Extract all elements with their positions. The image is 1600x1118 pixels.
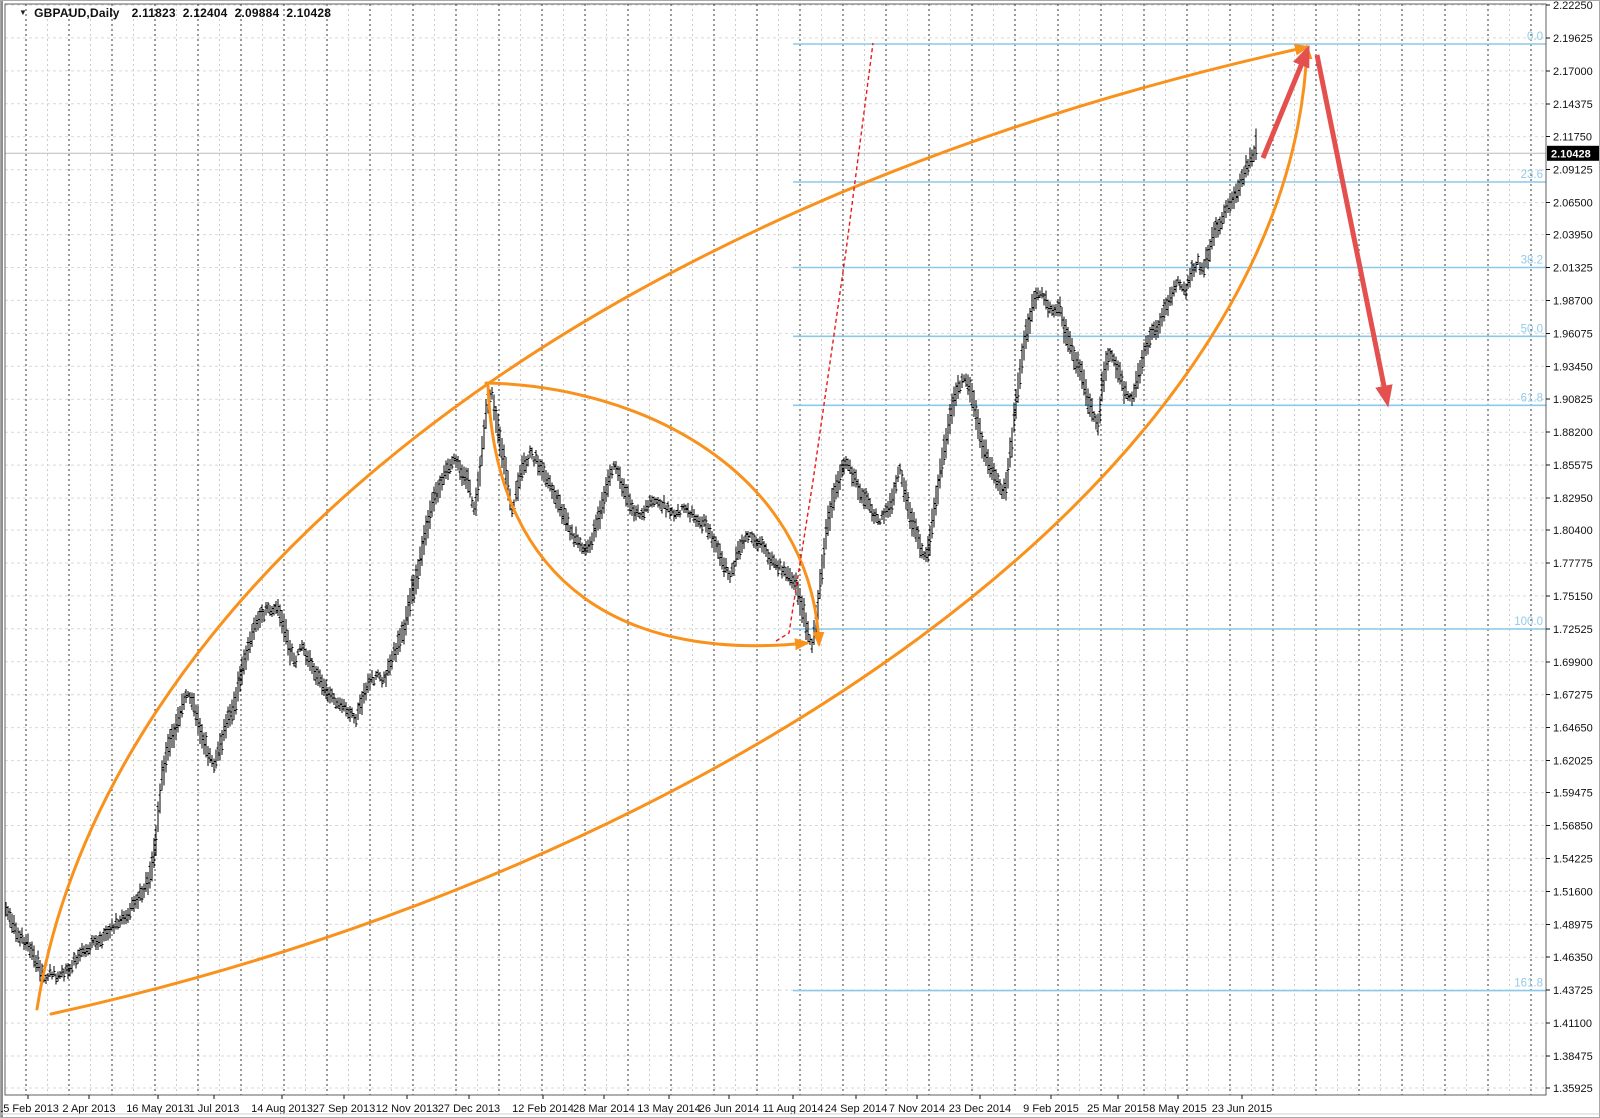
date-axis-label: 13 May 2014 xyxy=(637,1103,701,1115)
quote-low: 2.09884 xyxy=(234,6,280,20)
quote-open: 2.11823 xyxy=(131,6,176,20)
price-axis-label: 2.22250 xyxy=(1553,1,1593,12)
date-axis-label: 26 Jun 2014 xyxy=(699,1103,760,1115)
date-axis-label: 12 Nov 2013 xyxy=(376,1103,438,1115)
forecast-arrows[interactable] xyxy=(1260,44,1393,408)
fib-level-label-0.0: 0.0 xyxy=(1527,31,1543,43)
price-axis-label: 1.43725 xyxy=(1553,985,1593,997)
gridlines-horizontal xyxy=(5,4,1546,1089)
price-axis-label: 1.54225 xyxy=(1553,853,1593,865)
price-axis-label: 1.62025 xyxy=(1553,756,1593,768)
fib-level-label-100.0: 100.0 xyxy=(1514,616,1543,628)
fib-level-label-38.2: 38.2 xyxy=(1521,255,1543,267)
red-arrow-down[interactable] xyxy=(1314,54,1393,408)
small-lens-upper-curve[interactable] xyxy=(484,381,825,647)
price-axis-label: 2.01325 xyxy=(1553,263,1593,275)
large-lens-upper-curve[interactable] xyxy=(35,43,1310,1011)
price-axis-label: 2.17000 xyxy=(1553,66,1593,78)
gridlines-vertical-minor xyxy=(47,4,1510,1095)
price-axis-label: 1.72525 xyxy=(1553,624,1593,636)
price-axis-label: 1.56850 xyxy=(1553,821,1593,833)
quote-high: 2.12404 xyxy=(182,6,228,20)
price-axis-ticks xyxy=(1546,4,1550,1089)
price-axis-label: 1.59475 xyxy=(1553,788,1593,800)
symbol-timeframe-label: GBPAUD,Daily xyxy=(34,6,120,20)
price-axis-label: 1.75150 xyxy=(1553,591,1593,603)
price-axis-label: 1.80400 xyxy=(1553,525,1593,537)
quote-close: 2.10428 xyxy=(286,6,332,20)
plot-border xyxy=(4,3,1547,1096)
price-axis-label: 1.93450 xyxy=(1553,361,1593,373)
fib-level-label-23.6: 23.6 xyxy=(1521,169,1543,181)
date-axis-label: 9 Feb 2015 xyxy=(1023,1103,1079,1115)
grid xyxy=(5,4,1546,1095)
red-arrow-up[interactable] xyxy=(1260,44,1310,159)
price-axis-label: 1.96075 xyxy=(1553,328,1593,340)
date-axis-label: 1 Jul 2013 xyxy=(189,1103,240,1115)
price-axis-label: 1.77775 xyxy=(1553,558,1593,570)
date-axis-label: 23 Jun 2015 xyxy=(1212,1103,1273,1115)
price-axis-label: 1.46350 xyxy=(1553,952,1593,964)
price-axis-label: 1.67275 xyxy=(1553,690,1593,702)
last-price-value: 2.10428 xyxy=(1551,148,1591,160)
price-axis-label: 1.48975 xyxy=(1553,919,1593,931)
date-axis-label: 14 Aug 2013 xyxy=(251,1103,313,1115)
fib-level-label-50.0: 50.0 xyxy=(1521,323,1543,335)
price-axis-label: 1.38475 xyxy=(1553,1051,1593,1063)
fibonacci-retracement[interactable]: 0.0 23.6 38.2 50.0 61.8 100.0 161.8 xyxy=(793,31,1546,992)
last-price-box xyxy=(1547,145,1599,161)
date-axis-label: 24 Sep 2014 xyxy=(825,1103,887,1115)
date-axis-label: 25 Mar 2015 xyxy=(1087,1103,1149,1115)
price-axis-label: 1.82950 xyxy=(1553,493,1593,505)
price-axis[interactable]: 2.22250 2.19625 2.17000 2.14375 2.11750 2.091… xyxy=(1546,1,1600,1095)
red-dashed-trendline[interactable] xyxy=(775,42,874,642)
date-axis-label: 23 Dec 2014 xyxy=(949,1103,1011,1115)
price-axis-label: 2.03950 xyxy=(1553,230,1593,242)
price-axis-label: 1.90825 xyxy=(1553,394,1593,406)
price-axis-label: 1.41100 xyxy=(1553,1018,1592,1030)
price-axis-label: 1.88200 xyxy=(1553,427,1593,439)
date-axis-label: 15 Feb 2013 xyxy=(1,1103,59,1115)
price-axis-label: 2.06500 xyxy=(1553,198,1593,210)
date-axis-label: 16 May 2013 xyxy=(126,1103,190,1115)
chart-header: ▼ GBPAUD,Daily 2.11823 2.12404 2.09884 2… xyxy=(19,6,338,20)
fib-level-label-161.8: 161.8 xyxy=(1514,978,1543,990)
ohlc-price-bars xyxy=(4,128,1258,985)
date-axis-label: 11 Aug 2014 xyxy=(763,1103,824,1115)
date-axis-label: 8 May 2015 xyxy=(1149,1103,1206,1115)
date-axis-label: 2 Apr 2013 xyxy=(62,1103,115,1115)
date-axis-label: 27 Dec 2013 xyxy=(438,1103,500,1115)
fib-level-label-61.8: 61.8 xyxy=(1521,392,1543,404)
date-axis-label: 12 Feb 2014 xyxy=(512,1103,574,1115)
date-axis-label: 27 Sep 2013 xyxy=(313,1103,375,1115)
date-axis-label: 28 Mar 2014 xyxy=(573,1103,635,1115)
price-axis-label: 1.35925 xyxy=(1553,1083,1593,1095)
price-axis-label: 1.51600 xyxy=(1553,886,1593,898)
price-axis-label: 2.11750 xyxy=(1553,132,1592,144)
small-lens-lower-curve[interactable] xyxy=(486,384,810,651)
price-axis-label: 2.19625 xyxy=(1553,33,1593,45)
price-axis-label: 1.64650 xyxy=(1553,723,1593,735)
trend-lens-curves[interactable] xyxy=(35,43,1313,1016)
price-axis-label: 1.98700 xyxy=(1553,295,1593,307)
price-axis-label: 1.85575 xyxy=(1553,460,1593,472)
price-axis-label: 2.14375 xyxy=(1553,99,1593,111)
price-axis-label: 2.09125 xyxy=(1553,165,1593,177)
collapse-triangle-icon[interactable]: ▼ xyxy=(19,8,28,17)
large-lens-lower-curve[interactable] xyxy=(49,44,1313,1016)
date-axis-label: 7 Nov 2014 xyxy=(889,1103,945,1115)
price-axis-label: 1.69900 xyxy=(1553,657,1593,669)
time-axis-ticks xyxy=(27,1095,1243,1099)
